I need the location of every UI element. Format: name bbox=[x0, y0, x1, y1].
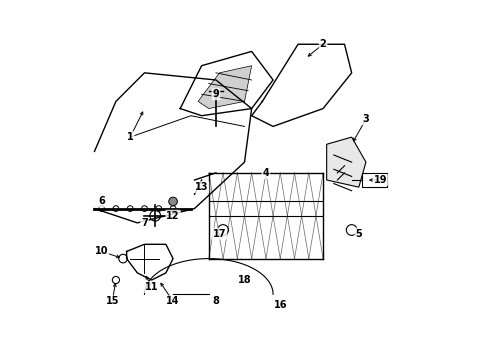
Text: 14: 14 bbox=[166, 296, 180, 306]
Text: 16: 16 bbox=[273, 300, 286, 310]
Bar bbox=[362, 173, 386, 187]
Text: 1: 1 bbox=[126, 132, 133, 142]
Polygon shape bbox=[198, 66, 251, 109]
Text: 18: 18 bbox=[237, 275, 251, 285]
Text: 5: 5 bbox=[355, 229, 362, 239]
Text: 7: 7 bbox=[141, 218, 147, 228]
Text: 13: 13 bbox=[195, 182, 208, 192]
Text: 19: 19 bbox=[373, 175, 386, 185]
Text: 4: 4 bbox=[262, 168, 269, 178]
Text: 17: 17 bbox=[212, 229, 226, 239]
Circle shape bbox=[168, 197, 177, 206]
Text: 8: 8 bbox=[212, 296, 219, 306]
Text: 6: 6 bbox=[98, 197, 105, 206]
Text: 10: 10 bbox=[95, 247, 108, 256]
Text: 11: 11 bbox=[144, 282, 158, 292]
Text: 3: 3 bbox=[362, 114, 368, 124]
Text: 9: 9 bbox=[212, 89, 219, 99]
Text: 12: 12 bbox=[166, 211, 180, 221]
Text: 2: 2 bbox=[319, 39, 326, 49]
Text: 15: 15 bbox=[105, 296, 119, 306]
Polygon shape bbox=[326, 137, 365, 187]
